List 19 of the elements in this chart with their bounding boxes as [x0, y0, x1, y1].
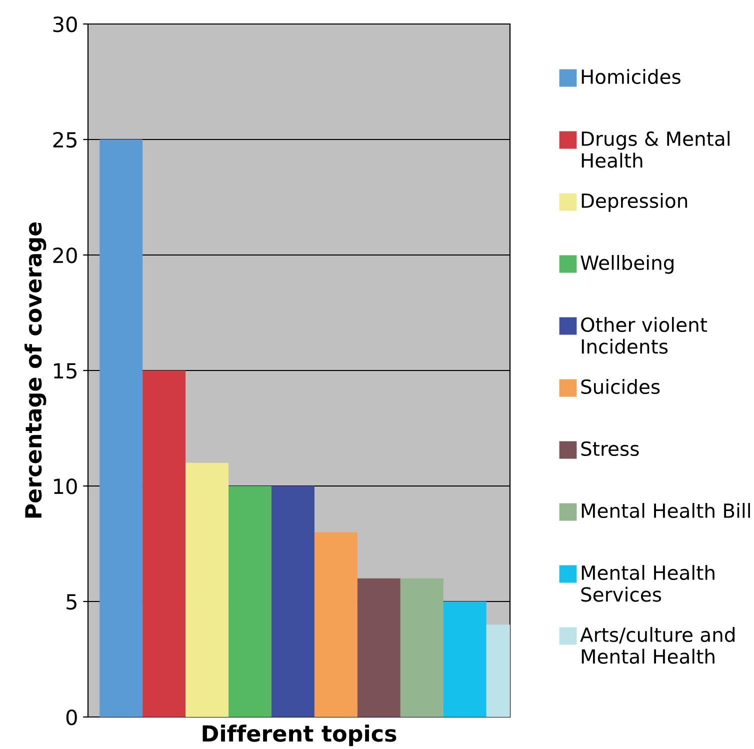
legend-label: Mental Health Services [581, 565, 714, 602]
legend-label: Wellbeing [580, 255, 674, 274]
legend-label: Mental Health Bill [582, 503, 750, 518]
y-tick-label: 10 [54, 478, 77, 494]
x-axis-title: Different topics [202, 724, 396, 746]
y-tick-label: 25 [53, 132, 76, 148]
y-tick-label: 20 [53, 247, 77, 264]
legend-label: Homicides [582, 69, 680, 84]
y-tick-label: 30 [53, 16, 77, 32]
y-tick-label: 0 [66, 709, 77, 726]
legend-label: Suicides [581, 379, 660, 394]
legend-label: Drugs & Mental Health [582, 131, 730, 168]
legend-label: Arts/culture and Mental Health [580, 627, 734, 664]
legend-label: Stress [581, 441, 639, 456]
y-axis-title: Percentage of coverage [24, 222, 46, 518]
legend-label: Other violent Incidents [581, 317, 708, 354]
legend-label: Depression [582, 193, 688, 212]
y-tick-label: 5 [66, 594, 76, 610]
y-tick-label: 15 [54, 363, 76, 379]
